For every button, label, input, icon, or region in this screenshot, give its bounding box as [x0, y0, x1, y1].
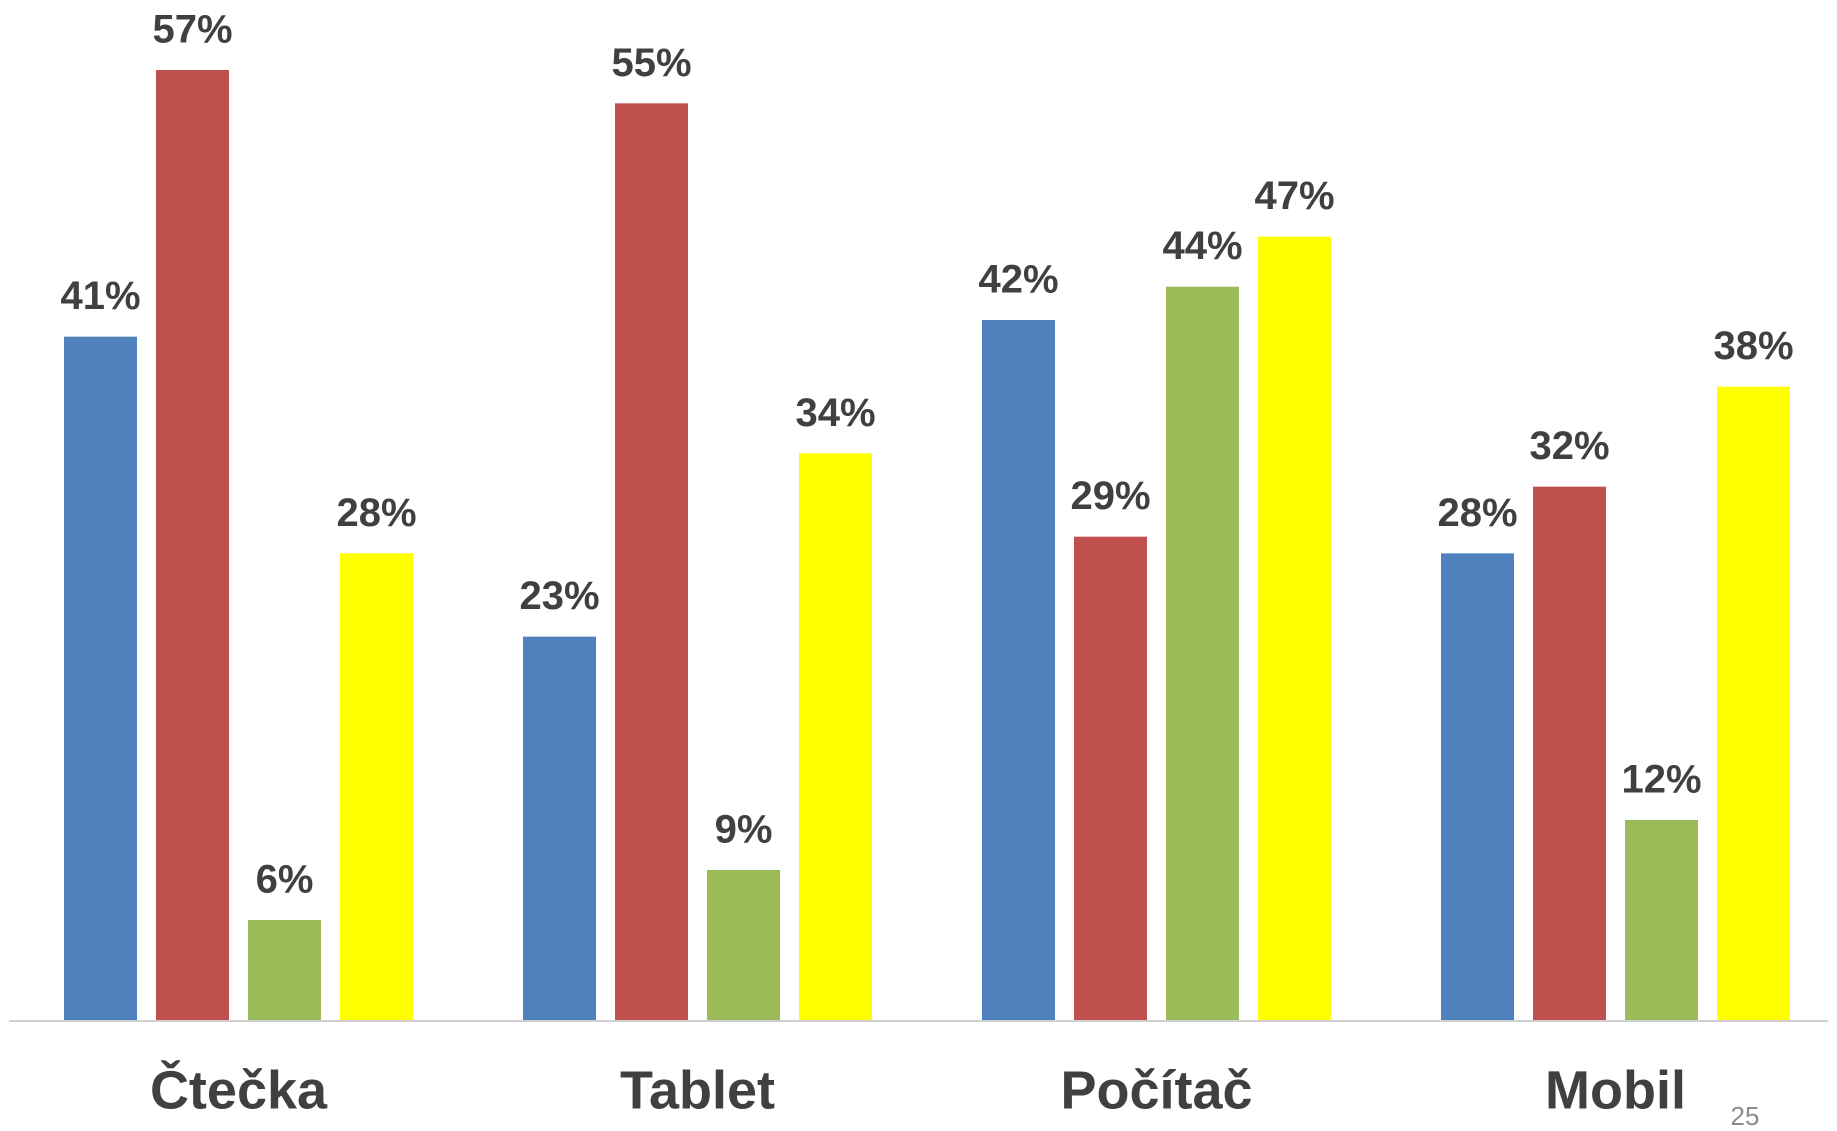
bar [1441, 553, 1514, 1020]
value-label: 6% [256, 858, 314, 902]
bar [1258, 236, 1331, 1020]
x-tick-label: Mobil [1545, 1060, 1686, 1120]
value-label: 9% [715, 808, 773, 852]
bar [982, 320, 1055, 1020]
x-tick-label: Čtečka [150, 1059, 328, 1120]
bar [1166, 286, 1239, 1021]
x-tick-label: Tablet [620, 1060, 775, 1120]
value-label: 23% [519, 574, 599, 618]
value-label: 32% [1529, 424, 1609, 468]
bar [615, 103, 688, 1021]
value-label: 38% [1713, 324, 1793, 368]
value-label: 42% [978, 258, 1058, 302]
value-label: 57% [152, 8, 232, 52]
bar [1533, 486, 1606, 1021]
bar [1625, 820, 1698, 1020]
bar [156, 70, 229, 1020]
value-label: 29% [1070, 474, 1150, 518]
bar [248, 920, 321, 1020]
value-label: 34% [795, 391, 875, 435]
bar [707, 870, 780, 1020]
bar [799, 453, 872, 1020]
value-label: 41% [60, 274, 140, 318]
value-label: 47% [1254, 174, 1334, 218]
value-label: 28% [1437, 491, 1517, 535]
bar [523, 636, 596, 1020]
bar [64, 336, 137, 1021]
value-label: 44% [1162, 224, 1242, 268]
bar [1717, 386, 1790, 1021]
x-tick-label: Počítač [1060, 1060, 1252, 1120]
value-label: 55% [611, 41, 691, 85]
bar [1074, 536, 1147, 1020]
value-label: 28% [336, 491, 416, 535]
value-label: 12% [1621, 758, 1701, 802]
page-number: 25 [1731, 1101, 1760, 1131]
bar [340, 553, 413, 1020]
